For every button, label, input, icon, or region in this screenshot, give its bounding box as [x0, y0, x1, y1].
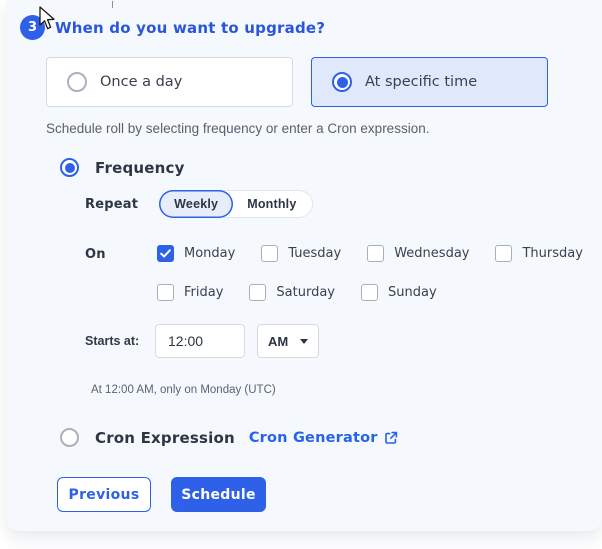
repeat-label: Repeat	[85, 196, 139, 212]
toggle-monthly[interactable]: Monthly	[247, 197, 297, 211]
external-link-icon	[384, 431, 397, 444]
on-row: On Monday Tuesday Wednesday Thursday Friday S…	[85, 245, 597, 301]
meridiem-value: AM	[268, 333, 289, 349]
day-checkbox-item-tuesday[interactable]: Tuesday	[261, 245, 341, 262]
previous-button[interactable]: Previous	[57, 477, 151, 512]
day-checkbox-item-saturday[interactable]: Saturday	[249, 284, 335, 301]
checkbox-icon[interactable]	[157, 284, 174, 301]
time-input[interactable]	[155, 324, 245, 358]
frequency-label: Frequency	[95, 158, 185, 177]
on-label: On	[85, 247, 106, 262]
radio-icon[interactable]	[60, 428, 79, 447]
checkbox-icon[interactable]	[249, 284, 267, 301]
day-checkbox-item-monday[interactable]: Monday	[157, 245, 235, 262]
day-checkbox-item-friday[interactable]: Friday	[157, 284, 223, 301]
day-label: Monday	[184, 246, 236, 261]
schedule-summary: At 12:00 AM, only on Monday (UTC)	[91, 384, 276, 396]
option-label: At specific time	[365, 74, 478, 90]
helper-text: Schedule roll by selecting frequency or …	[46, 121, 430, 136]
day-label: Sunday	[388, 285, 437, 300]
frequency-radio-row[interactable]: Frequency	[60, 158, 185, 177]
repeat-toggle: Weekly Monthly	[159, 190, 313, 218]
radio-icon[interactable]	[67, 72, 87, 92]
checkbox-icon[interactable]	[367, 245, 385, 262]
chevron-down-icon	[300, 338, 308, 344]
schedule-step-card: 3 When do you want to upgrade? Once a da…	[6, 0, 602, 531]
cron-expression-row: Cron Expression Cron Generator	[60, 428, 398, 447]
checkbox-checked-icon[interactable]	[157, 245, 174, 262]
starts-at-row: Starts at: AM	[85, 324, 319, 358]
meridiem-select[interactable]: AM	[257, 324, 319, 358]
mouse-cursor	[39, 6, 55, 30]
day-label: Wednesday	[394, 246, 470, 261]
text-cursor-mark	[112, 1, 113, 8]
day-label: Friday	[184, 285, 224, 300]
option-label: Once a day	[100, 74, 183, 90]
day-checkbox-group: Monday Tuesday Wednesday Thursday Friday Satu…	[157, 245, 597, 301]
cron-generator-link[interactable]: Cron Generator	[249, 430, 398, 446]
option-at-specific-time[interactable]: At specific time	[311, 57, 548, 107]
day-label: Tuesday	[288, 246, 342, 261]
day-label: Thursday	[522, 246, 583, 261]
day-checkbox-item-wednesday[interactable]: Wednesday	[367, 245, 469, 262]
checkbox-icon[interactable]	[261, 245, 279, 262]
day-checkbox-item-thursday[interactable]: Thursday	[495, 245, 583, 262]
toggle-weekly[interactable]: Weekly	[159, 190, 234, 218]
starts-at-label: Starts at:	[85, 334, 140, 348]
schedule-button[interactable]: Schedule	[171, 477, 266, 512]
cron-expression-label: Cron Expression	[95, 428, 235, 447]
day-checkbox-item-sunday[interactable]: Sunday	[361, 284, 437, 301]
day-label: Saturday	[276, 285, 335, 300]
radio-icon[interactable]	[60, 158, 79, 177]
radio-icon[interactable]	[332, 72, 352, 92]
page-title: When do you want to upgrade?	[55, 18, 326, 37]
cron-generator-label: Cron Generator	[248, 429, 378, 446]
repeat-row: Repeat Weekly Monthly	[85, 190, 313, 218]
option-once-a-day[interactable]: Once a day	[46, 57, 293, 107]
footer-buttons: Previous Schedule	[57, 477, 266, 512]
checkbox-icon[interactable]	[361, 284, 378, 301]
checkbox-icon[interactable]	[495, 245, 513, 262]
schedule-type-options: Once a day At specific time	[46, 57, 548, 107]
step-header: 3 When do you want to upgrade?	[20, 15, 325, 40]
